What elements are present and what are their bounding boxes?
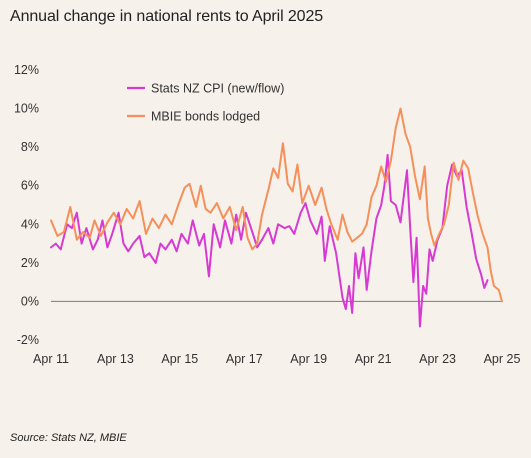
x-axis-ticks: Apr 11 Apr 13 Apr 15 Apr 17 Apr 19 Apr 21 Apr … xyxy=(33,352,520,366)
x-tick-label: Apr 19 xyxy=(290,352,327,366)
x-tick-label: Apr 11 xyxy=(33,352,69,366)
y-tick-label: 0% xyxy=(21,294,39,308)
source-note: Source: Stats NZ, MBIE xyxy=(10,432,127,444)
y-tick-label: 8% xyxy=(21,140,39,154)
x-tick-label: Apr 23 xyxy=(419,352,456,366)
y-axis-ticks: 12% 10% 8% 6% 4% 2% 0% -2% xyxy=(14,63,39,347)
y-tick-label: 10% xyxy=(14,102,39,116)
legend-label: Stats NZ CPI (new/flow) xyxy=(151,82,284,96)
series-lines xyxy=(50,107,503,328)
legend: Stats NZ CPI (new/flow) MBIE bonds lodged xyxy=(127,82,284,124)
x-tick-label: Apr 25 xyxy=(484,352,521,366)
series-line-stats-nz-cpi xyxy=(50,153,489,328)
legend-label: MBIE bonds lodged xyxy=(151,110,260,124)
y-tick-label: 12% xyxy=(14,63,39,77)
series-line-mbie-bonds xyxy=(50,107,503,303)
y-tick-label: 4% xyxy=(21,217,39,231)
x-tick-label: Apr 15 xyxy=(161,352,198,366)
y-tick-label: -2% xyxy=(17,333,39,347)
chart-title: Annual change in national rents to April… xyxy=(10,8,324,25)
y-tick-label: 6% xyxy=(21,179,39,193)
x-tick-label: Apr 17 xyxy=(226,352,263,366)
x-tick-label: Apr 21 xyxy=(355,352,392,366)
x-tick-label: Apr 13 xyxy=(97,352,134,366)
y-tick-label: 2% xyxy=(21,256,39,270)
